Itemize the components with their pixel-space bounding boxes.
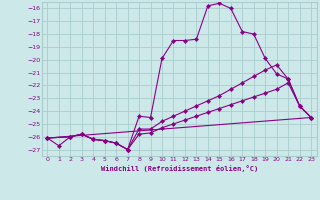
X-axis label: Windchill (Refroidissement éolien,°C): Windchill (Refroidissement éolien,°C)	[100, 165, 258, 172]
